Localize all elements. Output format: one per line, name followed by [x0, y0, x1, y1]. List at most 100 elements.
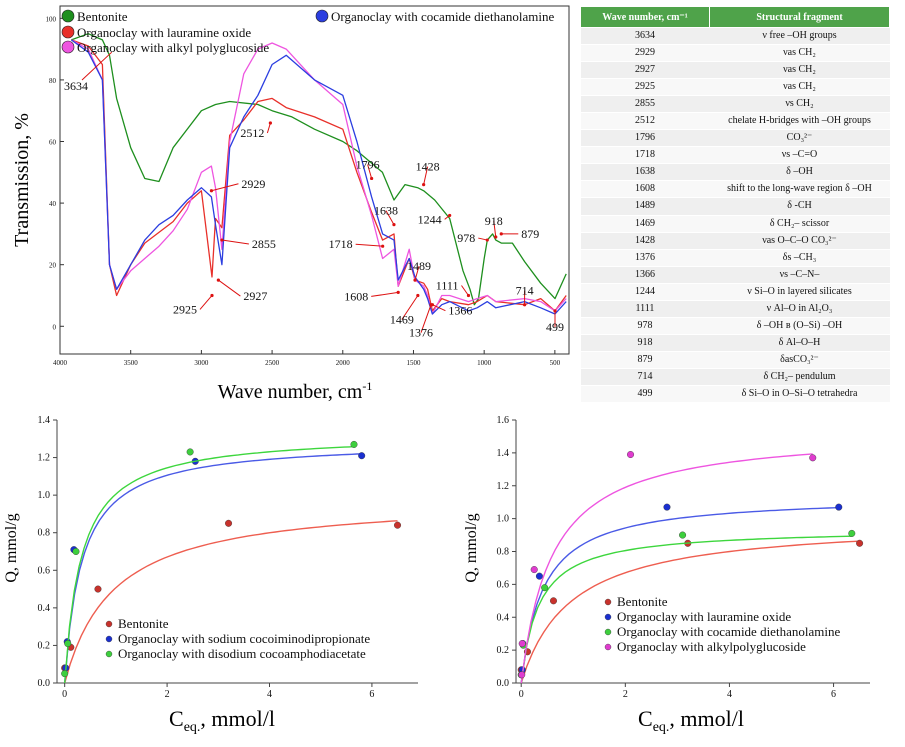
- ir-annotation-label: 714: [516, 284, 534, 298]
- table-cell-fragment: δ CH₂– scissor: [709, 215, 890, 233]
- y-tick-label: 1.6: [497, 415, 510, 426]
- header-wave-number: Wave number, cm⁻¹: [580, 6, 710, 28]
- table-cell-fragment: shift to the long-wave region δ –OH: [709, 180, 890, 199]
- ads-left-series-group: [61, 440, 402, 684]
- data-point: [856, 539, 864, 547]
- ir-annotation-arrow: [266, 122, 271, 134]
- y-tick-label: 1.0: [38, 490, 51, 501]
- x-tick-label: 2: [165, 689, 170, 700]
- table-row: 1366 νs –C–N–: [580, 266, 890, 284]
- ir-x-tick-label: 500: [550, 359, 561, 367]
- table-row: 1244 ν Si–O in layered silicates: [580, 283, 890, 301]
- ir-annotation-label: 2927: [243, 289, 267, 303]
- ir-annotation-arrowhead: [210, 293, 214, 298]
- table-row: 978 δ –OH в (O–Si) –OH: [580, 317, 890, 335]
- legend-label: Bentonite: [118, 616, 169, 631]
- ir-annotation-label: 1376: [409, 326, 433, 340]
- x-tick-label: 0: [519, 689, 524, 700]
- ir-x-tick-label: 1500: [406, 359, 421, 367]
- table-cell-wave-number: 1366: [580, 266, 710, 284]
- ir-annotation-arrowhead: [216, 278, 220, 282]
- ir-annotation-arrow: [355, 243, 383, 247]
- ir-plot-frame: [59, 5, 570, 355]
- ir-annotation-label: 1428: [416, 160, 440, 174]
- ir-annotation-label: 918: [485, 214, 503, 228]
- table-cell-wave-number: 1111: [580, 300, 710, 318]
- ir-annotation-arrow: [218, 279, 241, 297]
- table-row: 918 δ Al–O–H: [580, 334, 890, 352]
- x-tick-label: 6: [831, 689, 836, 700]
- ir-annotation-label: 2929: [241, 177, 265, 191]
- ir-y-tick-label: 60: [49, 139, 57, 147]
- ir-annotation-label: 1366: [448, 304, 472, 318]
- ir-annotation-arrowhead: [499, 232, 503, 236]
- ads-right-x-axis-label: Ceq., mmol/l: [638, 706, 744, 735]
- table-row: 1638 δ –OH: [580, 163, 890, 182]
- ir-assignment-table: Wave number, cm⁻¹ Structural fragment 36…: [580, 6, 890, 404]
- ir-annotation-arrowhead: [396, 290, 400, 295]
- ir-annotation-arrowhead: [422, 183, 426, 187]
- table-cell-fragment: δ –OH: [709, 163, 890, 182]
- y-tick-label: 0.2: [497, 645, 510, 656]
- table-row: 2925 νas CH₂: [580, 78, 890, 97]
- y-tick-label: 1.4: [38, 415, 51, 426]
- data-point: [530, 566, 538, 574]
- ir-spectrum-chart: 3634 2929 2855 2925 2927 2512 1796 1428 1638 1244…: [11, 5, 570, 403]
- ir-annotation-label: 1469: [390, 312, 414, 326]
- table-cell-fragment: δ –OH в (O–Si) –OH: [709, 317, 890, 335]
- data-point: [225, 519, 233, 527]
- table-cell-wave-number: 1638: [580, 163, 710, 182]
- table-cell-wave-number: 1796: [580, 129, 710, 148]
- data-point: [394, 521, 402, 529]
- ir-annotation-label: 499: [546, 320, 564, 334]
- ads-left-y-axis-label: Q, mmol/g: [3, 513, 20, 582]
- fit-curve-1: [64, 453, 362, 684]
- x-tick-label: 4: [267, 689, 272, 700]
- table-row: 1489 δ -CH: [580, 197, 890, 216]
- legend-marker: [604, 598, 612, 606]
- fit-curve-0: [64, 520, 398, 684]
- table-cell-fragment: δ Si–O in O–Si–O tetrahedra: [709, 385, 890, 404]
- table-row: 1718 νs –C=O: [580, 146, 890, 165]
- ir-x-tick-label: 4000: [53, 359, 68, 367]
- x-tick-label: 0: [62, 689, 67, 700]
- ir-y-axis-label: Transmission, %: [11, 113, 33, 247]
- table-cell-fragment: νas CH₂: [709, 61, 890, 80]
- ir-legend-marker: [61, 40, 75, 54]
- table-row: 879 δasCO₃²⁻: [580, 351, 890, 369]
- table-cell-fragment: chelate H-bridges with –OH groups: [709, 112, 890, 131]
- header-structural-fragment: Structural fragment: [709, 6, 890, 28]
- fit-curve-3: [520, 453, 813, 684]
- ir-annotation-arrow: [221, 239, 249, 245]
- ir-annotation-arrowhead: [416, 293, 420, 298]
- table-cell-fragment: νas O–C–O CO₃²⁻: [709, 232, 890, 250]
- ir-annotation-arrowhead: [381, 244, 385, 248]
- table-cell-wave-number: 918: [580, 334, 710, 352]
- table-cell-wave-number: 2512: [580, 112, 710, 131]
- y-tick-label: 0.4: [38, 603, 51, 614]
- ir-y-tick-label: 20: [49, 262, 57, 270]
- ir-annotation-label: 1608: [344, 289, 368, 303]
- data-point: [663, 503, 671, 511]
- table-row: 1428 νas O–C–O CO₃²⁻: [580, 232, 890, 250]
- table-row: 1796 CO₃²⁻: [580, 129, 890, 148]
- y-tick-label: 0.0: [38, 678, 51, 689]
- data-point: [61, 670, 69, 678]
- table-cell-fragment: δ Al–O–H: [709, 334, 890, 352]
- ir-x-tick-label: 2000: [336, 359, 351, 367]
- table-cell-fragment: νs CH₂: [709, 95, 890, 114]
- ir-annotation-label: 1638: [374, 204, 398, 218]
- ir-annotation-arrow: [420, 304, 432, 333]
- ir-annotation-label: 3634: [64, 79, 88, 93]
- table-cell-wave-number: 499: [580, 385, 710, 404]
- ir-y-tick-label: 40: [49, 200, 57, 208]
- legend-marker: [105, 620, 113, 628]
- ir-legend-label: Organoclay with alkyl polyglucoside: [77, 40, 269, 55]
- ir-legend-label: Organoclay with lauramine oxide: [77, 25, 251, 40]
- table-cell-wave-number: 1244: [580, 283, 710, 301]
- table-row: 2512 chelate H-bridges with –OH groups: [580, 112, 890, 131]
- ir-annotation-arrow: [423, 166, 429, 185]
- ir-y-tick-label: 0: [53, 323, 57, 331]
- ir-annotation-arrow: [371, 291, 399, 297]
